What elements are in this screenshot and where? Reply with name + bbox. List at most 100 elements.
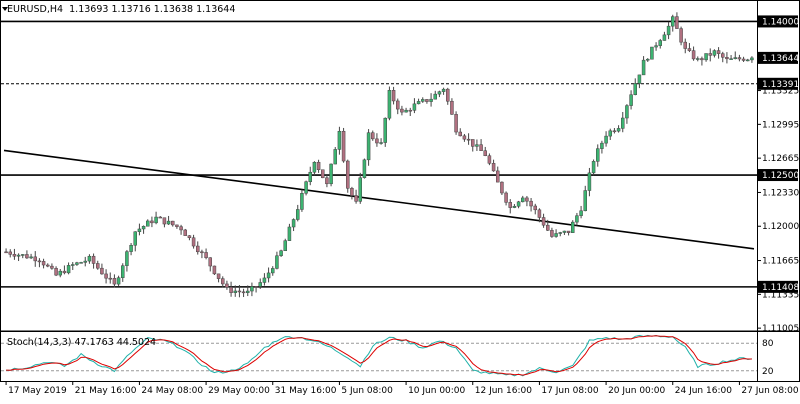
candle-body: [200, 251, 204, 254]
candle-body: [496, 170, 500, 183]
candle-body: [729, 58, 733, 60]
price-tick-label: 1.13325: [762, 87, 799, 97]
candle-body: [350, 188, 354, 196]
candle-body: [246, 290, 250, 293]
candle-body: [733, 57, 737, 59]
candle-body: [179, 226, 183, 231]
candle-body: [671, 16, 675, 27]
candle-body: [650, 46, 654, 60]
price-tick-label: 1.12330: [762, 188, 799, 198]
candle-body: [533, 205, 537, 211]
candle-body: [408, 109, 412, 112]
candle-body: [396, 100, 400, 110]
candle-body: [8, 251, 12, 255]
open-value: 1.13693: [69, 4, 109, 15]
candle-body: [700, 58, 704, 61]
candle-body: [746, 59, 750, 62]
candle-body: [641, 59, 646, 76]
candle-body: [362, 159, 367, 179]
candle-body: [308, 171, 312, 182]
candle-body: [83, 260, 87, 263]
candle-body: [141, 225, 146, 230]
trendline[interactable]: [3, 149, 755, 250]
candle-body: [662, 34, 667, 41]
candle-body: [300, 193, 304, 210]
candle-body: [612, 130, 617, 133]
candle-body: [537, 209, 542, 218]
price-tick-label: 1.11665: [762, 257, 799, 267]
candle-body: [637, 74, 642, 84]
candle-body: [504, 192, 508, 203]
candle-body: [91, 255, 96, 264]
candle-body: [121, 265, 125, 278]
candle-body: [312, 161, 317, 173]
candle-body: [383, 117, 387, 143]
candle-body: [271, 268, 275, 274]
candle-body: [208, 257, 212, 267]
candle-body: [454, 114, 458, 133]
candle-body: [129, 244, 133, 252]
time-tick-label: 17 Jun 08:00: [541, 386, 598, 396]
candle-body: [366, 132, 371, 161]
candle-body: [583, 190, 587, 212]
candle-body: [341, 130, 346, 162]
candle-body: [225, 283, 229, 288]
candle-body: [508, 202, 512, 208]
candle-body: [458, 131, 462, 137]
candle-body: [108, 277, 112, 280]
candle-body: [737, 57, 742, 60]
candle-body: [229, 286, 233, 293]
candle-body: [491, 163, 496, 172]
candle-body: [54, 268, 58, 276]
stoch-level-label: 80: [762, 339, 774, 349]
candle-body: [258, 282, 262, 287]
candle-body: [425, 99, 429, 102]
candle-body: [479, 144, 483, 151]
candle-body: [291, 219, 296, 228]
stoch-signal-value: 44.5024: [116, 337, 157, 348]
candle-body: [429, 98, 433, 102]
candle-body: [571, 221, 575, 233]
candle-body: [125, 251, 129, 266]
candle-body: [196, 245, 200, 253]
stoch-label: Stoch(14,3,3): [7, 337, 72, 348]
candle-body: [71, 264, 75, 266]
candle-body: [250, 286, 254, 292]
candle-body: [696, 58, 700, 60]
candle-body: [658, 40, 662, 46]
candle-body: [421, 99, 425, 102]
candle-body: [87, 255, 92, 262]
time-tick-label: 10 Jun 00:00: [408, 386, 465, 396]
candle-body: [221, 278, 225, 285]
high-value: 1.13716: [111, 4, 151, 15]
candle-body: [621, 117, 625, 129]
candle-body: [46, 264, 50, 267]
candle-body: [712, 50, 717, 56]
candle-body: [371, 132, 375, 140]
candle-body: [654, 45, 658, 48]
candle-body: [158, 216, 162, 219]
dropdown-triangle-icon[interactable]: [2, 7, 8, 11]
candle-body: [346, 160, 350, 189]
candle-body: [104, 273, 108, 279]
price-tick-label: 1.14000: [762, 17, 799, 27]
time-tick-label: 21 May 16:00: [75, 386, 137, 396]
candle-body: [750, 57, 754, 61]
time-tick-label: 27 Jun 08:00: [741, 386, 798, 396]
candle-body: [633, 83, 637, 95]
candle-body: [466, 138, 471, 141]
price-label-box: [758, 51, 798, 64]
candle-body: [171, 220, 175, 226]
price-tick-label: 1.12665: [762, 154, 799, 164]
candle-body: [546, 224, 550, 231]
candle-body: [175, 224, 179, 227]
candle-body: [279, 250, 283, 256]
time-tick-label: 24 May 08:00: [141, 386, 203, 396]
candle-body: [204, 252, 208, 258]
close-value: 1.13644: [196, 4, 236, 15]
price-tick-label: 1.11335: [762, 290, 799, 300]
stoch-header: Stoch(14,3,3) 47.1763 44.5024: [7, 337, 156, 348]
stoch-main-value: 47.1763: [74, 337, 114, 348]
candle-body: [287, 226, 292, 241]
